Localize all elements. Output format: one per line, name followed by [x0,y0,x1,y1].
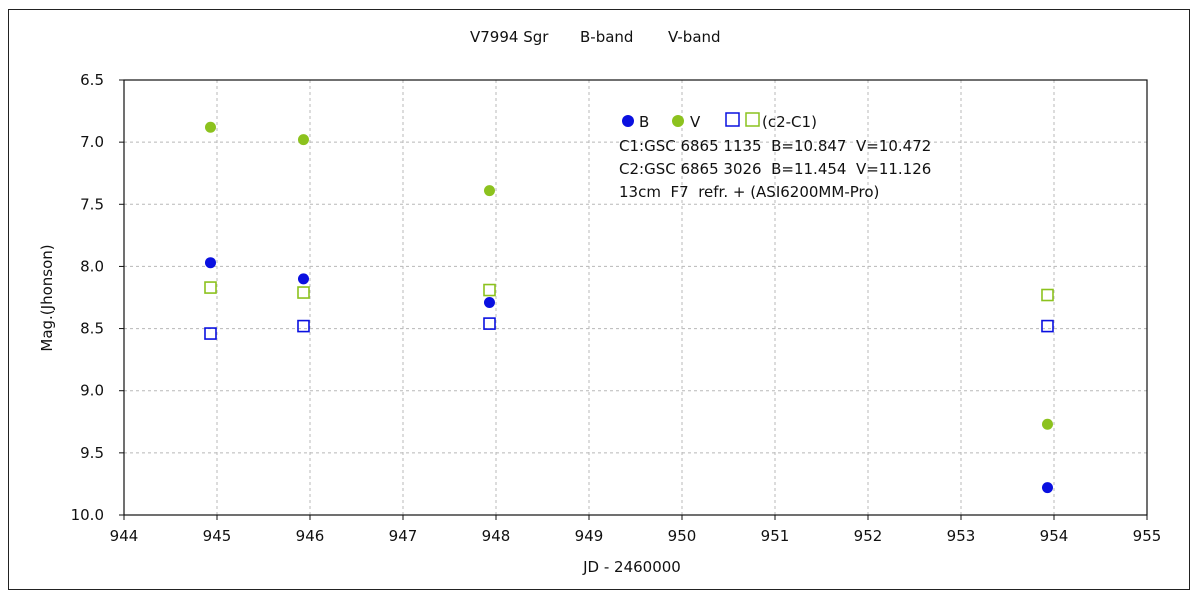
x-tick-label: 948 [482,527,511,545]
x-tick-label: 952 [854,527,883,545]
x-tick-label: 954 [1040,527,1069,545]
point-v-c2-c1 [297,286,310,299]
y-tick-label: 8.0 [80,257,104,275]
x-tick-label: 944 [110,527,139,545]
x-tick-label: 945 [203,527,232,545]
x-tick-label: 947 [389,527,418,545]
y-tick-label: 10.0 [71,506,104,524]
x-axis-title: JD - 2460000 [582,558,681,576]
chart-title: V7994 Sgr [470,28,549,46]
y-tick-label: 6.5 [80,71,104,89]
annotation-v-label: V [690,113,701,131]
x-tick-label: 955 [1133,527,1162,545]
y-axis-title: Mag.(Jhonson) [38,244,56,351]
point-v [483,185,495,197]
point-b-c2-c1 [483,317,496,330]
legend-b-band: B-band [580,28,633,46]
annotation-box: B V (c2-C1) C1:GSC 6865 1135 B=10.847 V=… [619,112,931,201]
annotation-line-3: 13cm F7 refr. + (ASI6200MM-Pro) [619,183,879,201]
grid-layer [124,80,1147,515]
y-tick-label: 9.5 [80,444,104,462]
point-v [204,121,216,133]
annotation-v-marker [672,115,684,127]
x-tick-label: 946 [296,527,325,545]
y-tick-label: 8.5 [80,320,104,338]
annotation-v-square [745,112,760,127]
point-b-c2-c1 [1041,319,1054,333]
annotation-line-1: C1:GSC 6865 1135 B=10.847 V=10.472 [619,137,931,155]
point-b [204,257,216,269]
chart-frame [8,9,1190,590]
point-v [297,134,309,146]
point-b-c2-c1 [204,327,217,340]
x-tick-label: 953 [947,527,976,545]
x-tick-label: 951 [761,527,790,545]
annotation-line-2: C2:GSC 6865 3026 B=11.454 V=11.126 [619,160,931,178]
plot-area [123,79,1148,516]
ticks-layer: 944 945 946 947 948 949 950 951 952 953 954 955 6.5 7… [71,71,1162,545]
y-tick-label: 7.5 [80,195,104,213]
points-layer [204,121,1054,494]
legend-v-band: V-band [668,28,721,46]
annotation-b-marker [622,115,634,127]
point-b [483,296,495,308]
x-tick-label: 949 [575,527,604,545]
x-tick-label: 950 [668,527,697,545]
annotation-cmp-label: (c2-C1) [762,113,817,131]
annotation-b-square [725,112,740,127]
y-tick-label: 7.0 [80,133,104,151]
point-v-c2-c1 [204,281,217,294]
point-v [1041,418,1053,430]
y-tick-label: 9.0 [80,382,104,400]
point-b [297,273,309,285]
point-b-c2-c1 [297,319,310,333]
point-v-c2-c1 [483,283,496,297]
point-v-c2-c1 [1041,288,1054,302]
annotation-b-label: B [639,113,649,131]
point-b [1041,482,1053,494]
